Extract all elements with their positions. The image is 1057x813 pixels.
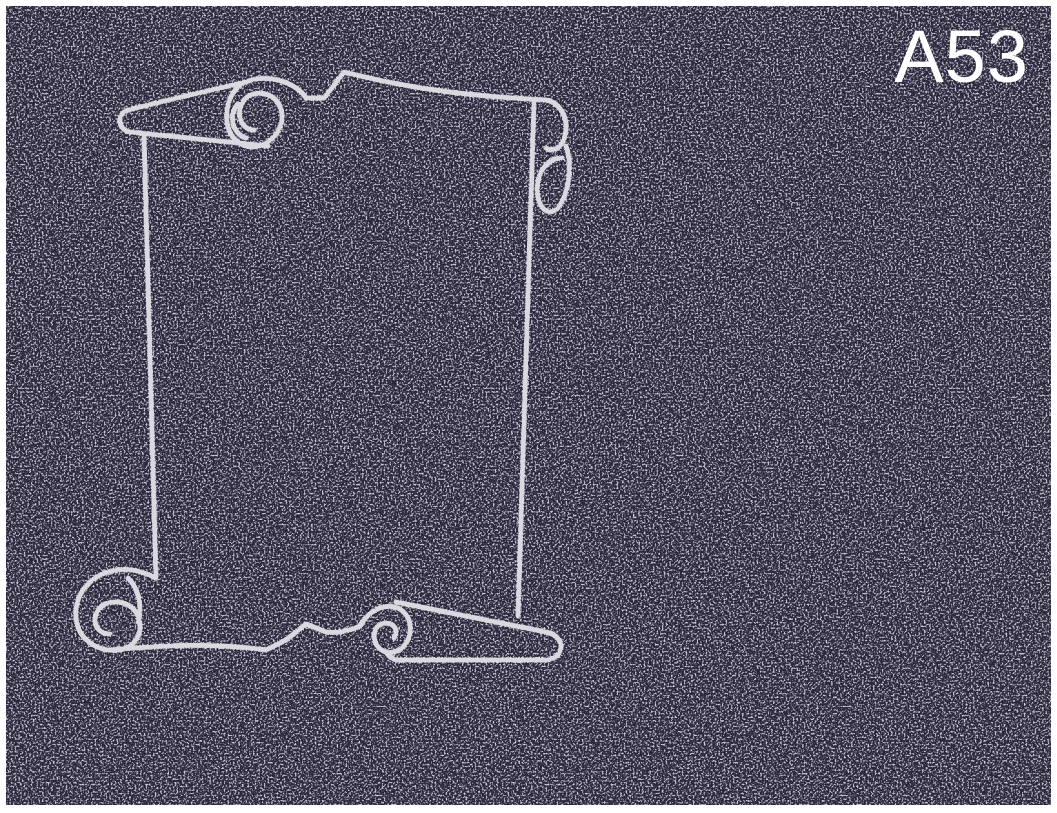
granite-plaque: A53 xyxy=(6,6,1051,805)
design-code: A53 xyxy=(894,15,1029,98)
granite-texture xyxy=(6,6,1051,805)
